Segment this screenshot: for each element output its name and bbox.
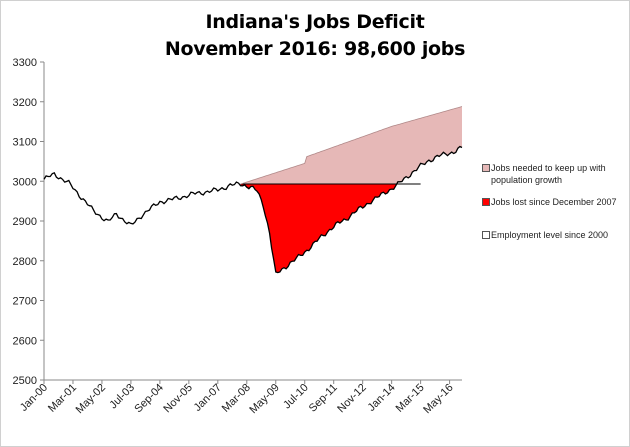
- area-fills: [240, 106, 463, 273]
- x-tick-label: May-09: [247, 382, 281, 416]
- jobs-lost-area: [240, 184, 398, 273]
- employment-line-group: [43, 145, 463, 274]
- legend-label-employment: Employment level since 2000: [491, 230, 609, 240]
- y-tick-label: 2800: [13, 256, 37, 268]
- x-tick-label: Nov-05: [161, 382, 195, 416]
- legend-label-lost: Jobs lost since December 2007: [491, 197, 617, 207]
- y-tick-label: 3100: [13, 137, 37, 149]
- x-tick-label: Sep-04: [132, 382, 166, 416]
- y-tick-label: 3300: [13, 57, 37, 69]
- x-tick-label: Nov-12: [335, 382, 369, 416]
- legend-swatch-lost: [482, 198, 490, 206]
- x-tick-label: Mar-08: [220, 382, 253, 415]
- chart-title-line2: November 2016: 98,600 jobs: [164, 38, 466, 60]
- x-tick-label: May-16: [421, 382, 455, 416]
- y-tick-label: 2700: [13, 296, 37, 308]
- x-tick-label: Jan-14: [365, 382, 397, 414]
- x-tick-label: May-02: [74, 382, 108, 416]
- x-tick-label: Jan-07: [192, 382, 224, 414]
- population-growth-line: [240, 106, 463, 185]
- population-growth-area: [240, 106, 462, 184]
- x-tick-label: Mar-01: [46, 382, 79, 415]
- axes: [43, 62, 462, 381]
- y-tick-label: 2500: [13, 375, 37, 387]
- y-tick-label: 3200: [13, 97, 37, 109]
- legend-swatch-population: [482, 164, 490, 172]
- y-tick-label: 3000: [13, 176, 37, 188]
- x-tick-label: Sep-11: [307, 382, 340, 415]
- y-tick-label: 2600: [13, 335, 37, 347]
- legend-label-population: Jobs needed to keep up with population g…: [491, 163, 606, 185]
- employment-line: [43, 145, 463, 274]
- legend-swatch-employment: [482, 231, 490, 239]
- y-tick-labels: 2500 2600 2700 2800 2900 3000 3100 3200 3300: [13, 57, 44, 387]
- chart-title-line1: Indiana's Jobs Deficit: [205, 11, 425, 33]
- x-tick-label: Mar-15: [394, 382, 427, 415]
- y-tick-label: 2900: [13, 216, 37, 228]
